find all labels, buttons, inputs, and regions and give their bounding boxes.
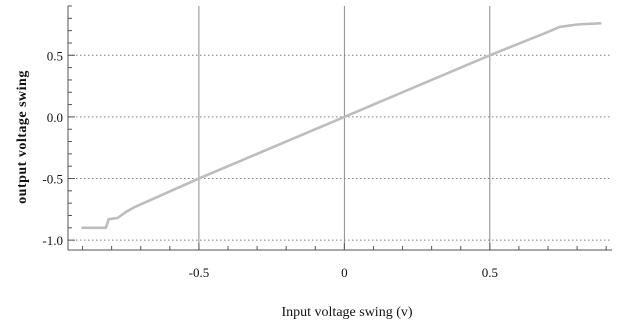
grid-layer — [68, 6, 612, 250]
y-tick-label: 0.5 — [47, 48, 63, 63]
x-tick-label: 0 — [341, 265, 348, 280]
label-layer: -0.5 0 0.5 -1.0 -0.5 0.0 0.5 — [42, 48, 498, 280]
series-line — [81, 21, 602, 230]
y-axis-title: output voltage swing — [15, 70, 30, 204]
y-tick-label: 0.0 — [47, 110, 63, 125]
series-layer — [81, 21, 602, 230]
x-tick-label: 0.5 — [482, 265, 498, 280]
y-tick-label: -1.0 — [42, 233, 63, 248]
axes-layer — [67, 5, 612, 251]
x-axis-title: Input voltage swing (v) — [281, 305, 412, 320]
y-tick-label: -0.5 — [42, 172, 63, 187]
x-tick-label: -0.5 — [189, 265, 210, 280]
